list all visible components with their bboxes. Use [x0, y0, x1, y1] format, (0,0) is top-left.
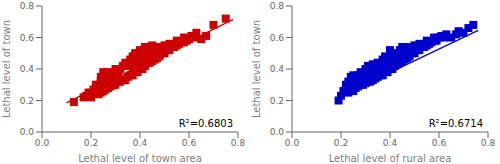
- svg-text:0.2: 0.2: [334, 138, 348, 148]
- svg-text:Lethal level of town: Lethal level of town: [251, 20, 262, 118]
- svg-text:0.2: 0.2: [84, 138, 98, 148]
- svg-text:Lethal level of town: Lethal level of town: [8, 20, 12, 118]
- svg-text:0.4: 0.4: [20, 64, 35, 74]
- svg-text:0.8: 0.8: [231, 138, 246, 148]
- svg-text:0.6: 0.6: [182, 138, 197, 148]
- svg-text:0.8: 0.8: [270, 1, 285, 11]
- svg-text:0.0: 0.0: [285, 138, 300, 148]
- svg-text:0.6: 0.6: [270, 33, 285, 43]
- svg-text:Lethal level of rural area: Lethal level of rural area: [329, 153, 452, 164]
- svg-text:0.2: 0.2: [270, 96, 284, 106]
- svg-text:0.0: 0.0: [270, 127, 285, 137]
- svg-text:0.4: 0.4: [383, 138, 398, 148]
- svg-text:0.8: 0.8: [481, 138, 492, 148]
- svg-text:0.8: 0.8: [20, 1, 35, 11]
- svg-text:0.6: 0.6: [432, 138, 447, 148]
- svg-text:0.0: 0.0: [35, 138, 50, 148]
- svg-text:Lethal level of town area: Lethal level of town area: [78, 153, 202, 164]
- svg-text:R²=0.6714: R²=0.6714: [429, 118, 483, 129]
- svg-text:0.4: 0.4: [133, 138, 148, 148]
- svg-text:0.4: 0.4: [270, 64, 285, 74]
- svg-text:R²=0.6803: R²=0.6803: [179, 118, 233, 129]
- svg-text:0.6: 0.6: [20, 33, 35, 43]
- svg-text:0.2: 0.2: [20, 96, 34, 106]
- svg-text:0.0: 0.0: [20, 127, 35, 137]
